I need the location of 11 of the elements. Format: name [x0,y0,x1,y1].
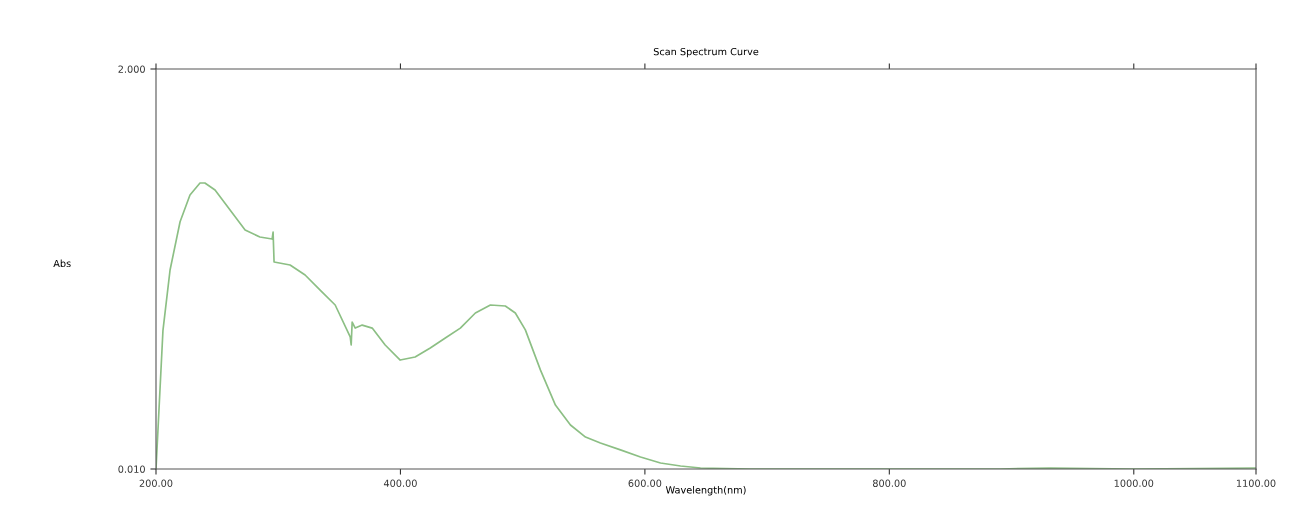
chart-title: Scan Spectrum Curve [653,47,759,58]
y-tick-label: 2.000 [118,65,145,73]
y-axis-title: Abs [53,259,71,268]
x-tick-label: 1100.00 [1236,479,1276,487]
y-tick-label: 0.010 [118,465,145,473]
x-tick-label: 200.00 [139,479,173,487]
x-tick-label: 400.00 [383,479,417,487]
x-tick-label: 800.00 [872,479,906,487]
x-tick-label: 600.00 [628,479,662,487]
x-axis-title: Wavelength(nm) [665,486,746,496]
x-tick-label: 1000.00 [1114,479,1154,487]
